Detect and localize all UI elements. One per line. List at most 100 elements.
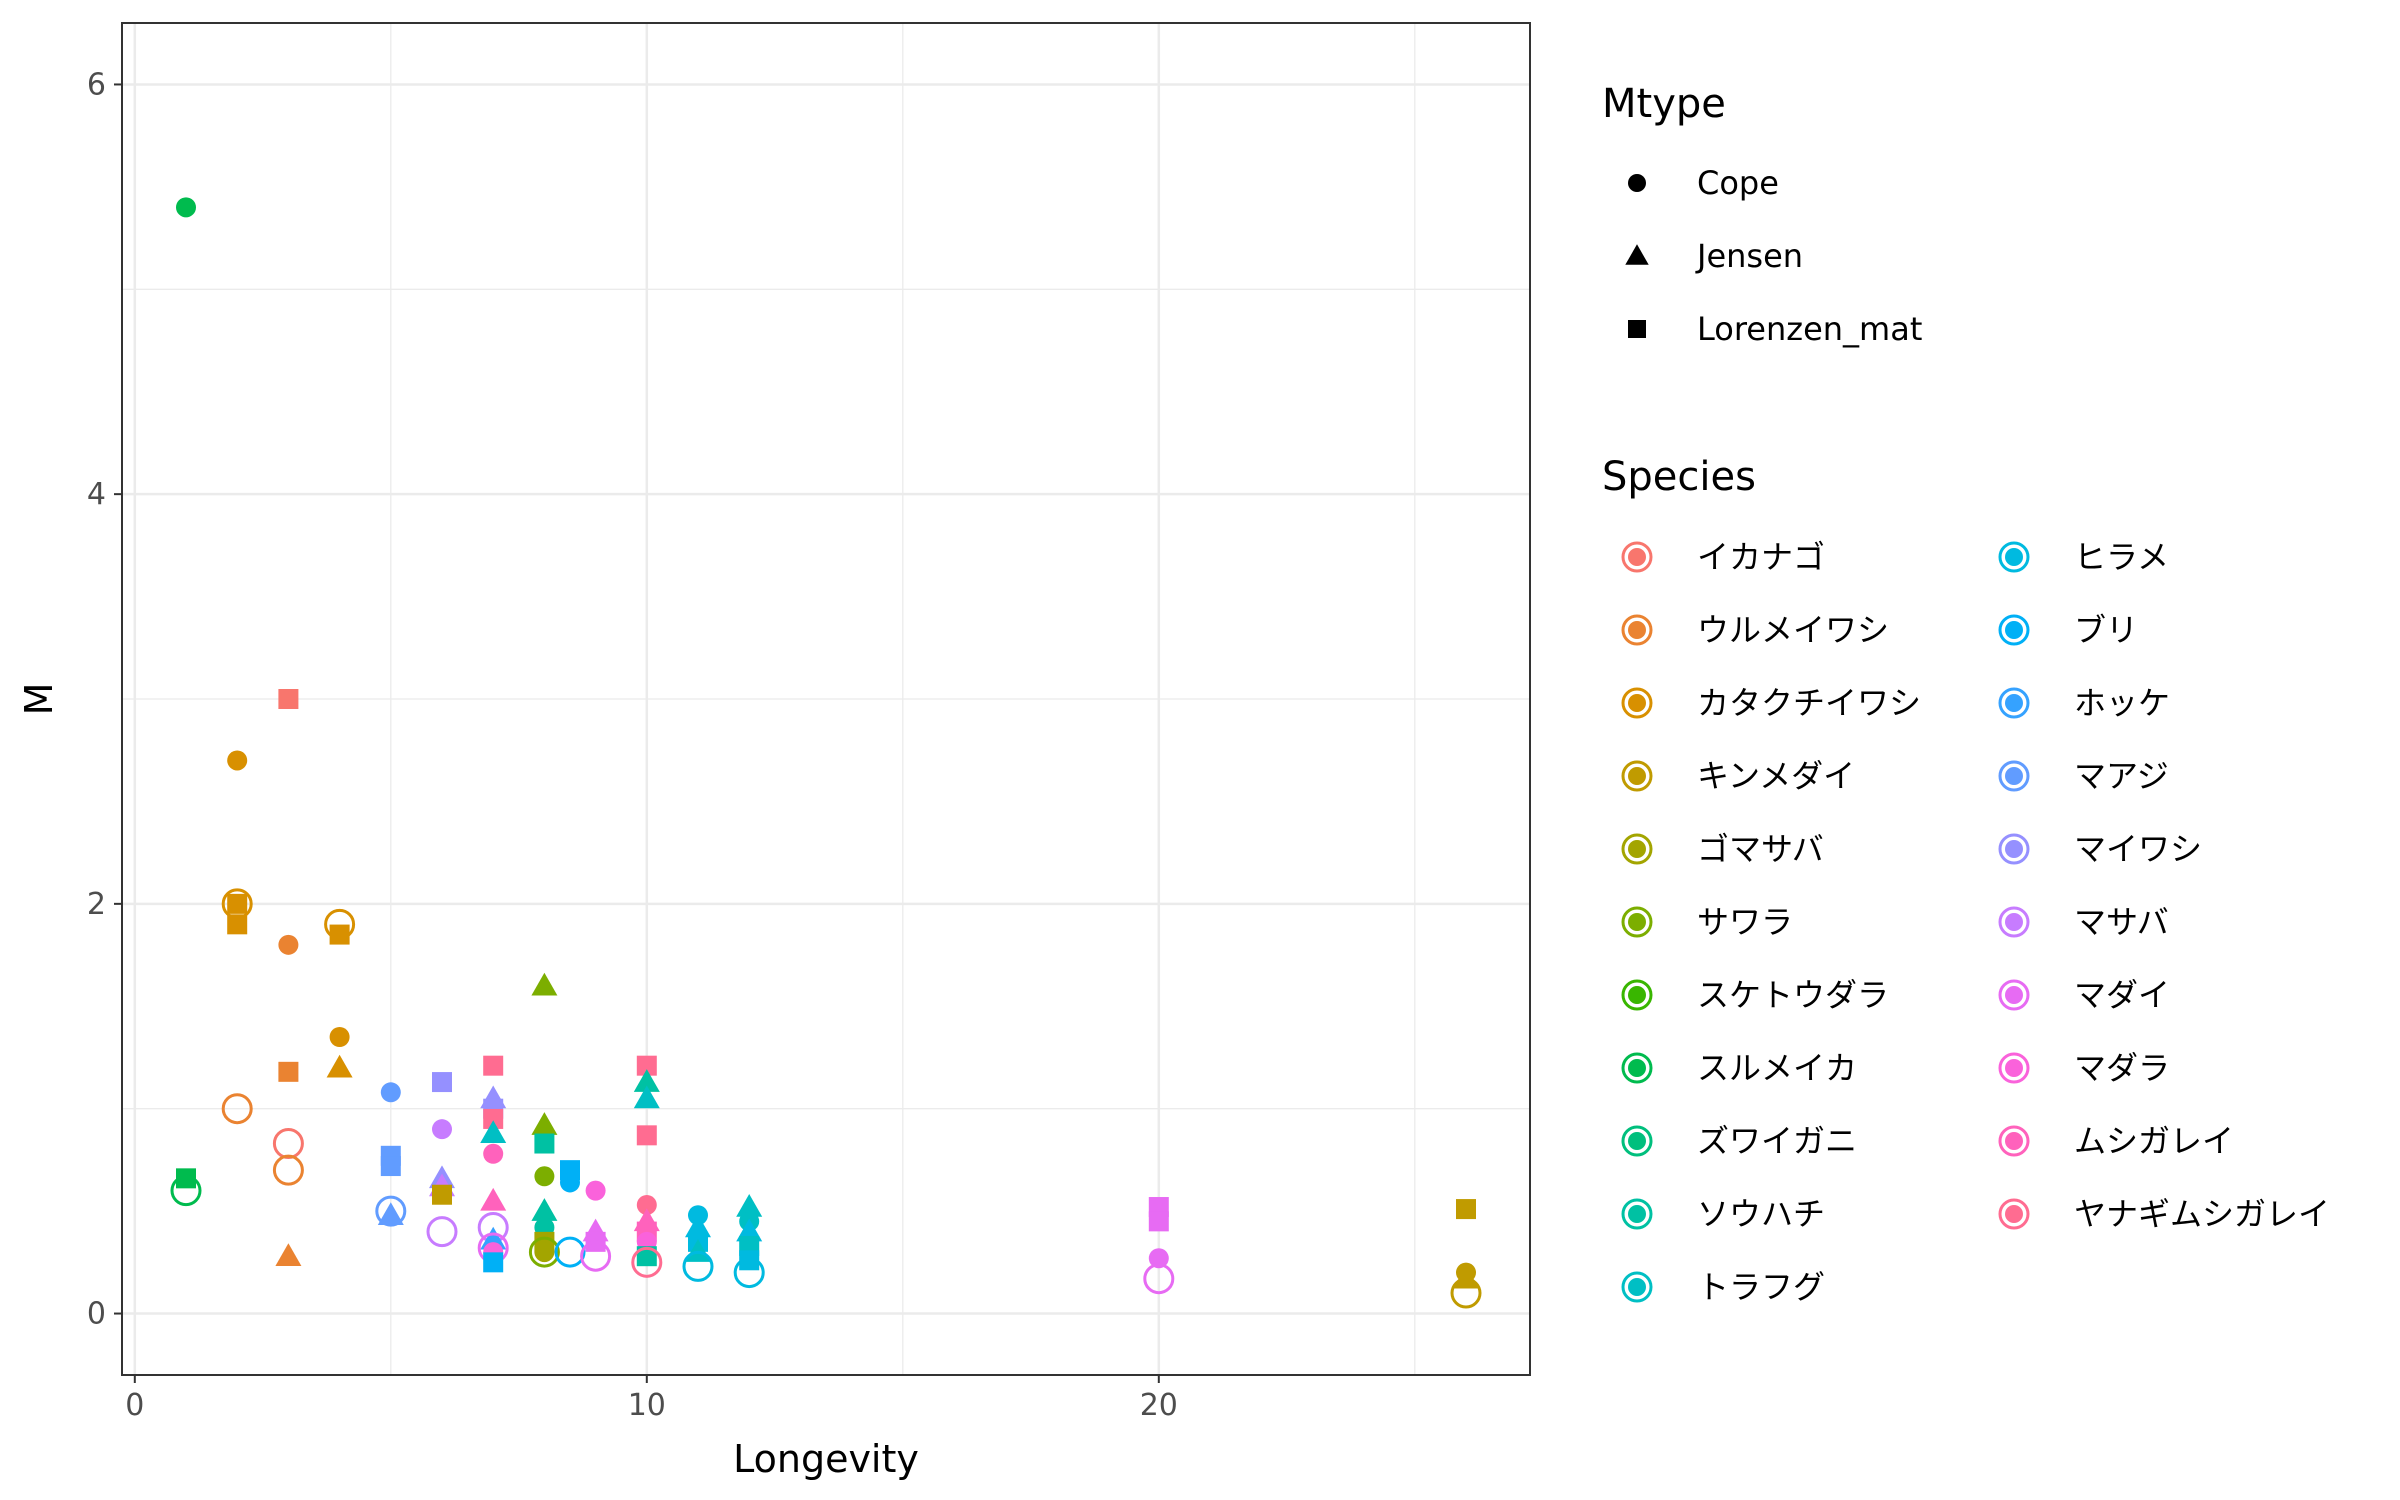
data-point	[1456, 1199, 1476, 1220]
legend-label-species: マダラ	[2074, 1049, 2170, 1087]
x-axis-title: Longevity	[733, 1437, 919, 1481]
legend-key-species-dot	[2005, 1205, 2023, 1223]
legend-key-species	[1998, 979, 2030, 1011]
legend-key-species	[1621, 906, 1653, 938]
data-point	[633, 1085, 660, 1109]
legend-key-species	[1621, 687, 1653, 719]
legend-key-species-dot	[1628, 1205, 1646, 1223]
data-point	[176, 1168, 196, 1189]
legend-key-species	[1998, 687, 2030, 719]
legend-label: Cope	[1697, 164, 1779, 202]
data-point	[432, 1184, 452, 1205]
data-point	[585, 1180, 606, 1201]
data-point	[534, 1166, 555, 1187]
data-point	[733, 1257, 765, 1289]
y-tick-label: 6	[87, 67, 106, 102]
legend-label-species: ホッケ	[2074, 684, 2170, 722]
legend-label-species: カタクチイワシ	[1697, 684, 1921, 722]
legend-key-species	[1998, 1125, 2030, 1157]
data-point	[227, 914, 248, 935]
y-axis-title: M	[17, 683, 61, 716]
data-point	[531, 972, 558, 996]
legend-key-species-dot	[2005, 548, 2023, 566]
legend-key-species	[1998, 1198, 2030, 1230]
data-point	[329, 1027, 350, 1047]
data-point	[480, 1226, 507, 1250]
data-point	[480, 1187, 507, 1211]
legend-key-species-dot	[1628, 621, 1646, 639]
data-point	[326, 1054, 353, 1078]
legend-key-species	[1621, 1271, 1653, 1303]
legend-label-species: ヤナギムシガレイ	[2074, 1195, 2330, 1233]
data-point	[534, 1242, 555, 1263]
legend-key-species-dot	[2005, 621, 2023, 639]
legend-key-species-dot	[1628, 840, 1646, 858]
legend-label-species: ブリ	[2074, 611, 2138, 649]
legend-key-species-dot	[2005, 913, 2023, 931]
data-point	[736, 1194, 763, 1217]
data-point	[560, 1172, 580, 1193]
legend-key-triangle	[1625, 244, 1649, 265]
legend: Mtype Cope Jensen Lorenzen_mat Species イカナ…	[1602, 81, 2330, 1306]
data-point	[227, 893, 248, 914]
legend-key-species	[1621, 541, 1653, 573]
legend-label-species: ヒラメ	[2074, 538, 2169, 576]
data-point	[531, 1198, 558, 1221]
data-point	[275, 1243, 302, 1266]
legend-mtype-items: Cope Jensen Lorenzen_mat	[1625, 164, 1922, 348]
data-point	[528, 1236, 560, 1268]
legend-species-items: イカナゴウルメイワシカタクチイワシキンメダイゴマサバサワラスケトウダラスルメイカ…	[1621, 538, 2330, 1306]
data-point	[633, 1069, 660, 1092]
data-point	[329, 924, 350, 945]
data-point	[272, 1154, 304, 1186]
legend-key-species-dot	[2005, 1132, 2023, 1150]
data-point	[739, 1250, 760, 1271]
data-point	[1453, 1265, 1479, 1289]
data-point	[375, 1195, 407, 1227]
legend-key-species	[1621, 1198, 1653, 1230]
x-tick-label: 20	[1140, 1388, 1178, 1423]
data-point	[636, 1246, 657, 1267]
data-point	[278, 689, 299, 709]
legend-label-species: スケトウダラ	[1697, 976, 1889, 1014]
data-point	[483, 1252, 504, 1273]
data-point	[631, 1246, 663, 1278]
legend-key-species-dot	[2005, 694, 2023, 712]
legend-key-species	[1621, 614, 1653, 646]
legend-label-species: ウルメイワシ	[1697, 611, 1889, 649]
data-point	[685, 1239, 711, 1262]
axis-ticks: 0 10 20 0 2 4 6	[87, 67, 1178, 1423]
legend-key-species-dot	[1628, 548, 1646, 566]
legend-key-circle	[1628, 174, 1646, 192]
data-point	[170, 1175, 202, 1207]
legend-key-species-dot	[2005, 1059, 2023, 1077]
legend-label-species: ズワイガニ	[1697, 1122, 1857, 1160]
legend-key-species	[1998, 541, 2030, 573]
grid-lines	[122, 23, 1530, 1375]
data-point	[636, 1055, 657, 1076]
legend-label-species: サワラ	[1697, 903, 1793, 941]
legend-label-species: マサバ	[2074, 903, 2169, 941]
data-point	[227, 750, 248, 771]
legend-key-species-dot	[2005, 986, 2023, 1004]
legend-key-species	[1998, 833, 2030, 865]
data-point	[221, 1093, 253, 1125]
legend-key-species	[1621, 1125, 1653, 1157]
legend-label-species: スルメイカ	[1697, 1049, 1857, 1087]
data-point	[1450, 1277, 1482, 1309]
data-point	[736, 1218, 763, 1242]
legend-key-species	[1998, 760, 2030, 792]
data-point	[682, 1250, 714, 1282]
legend-key-species-dot	[2005, 767, 2023, 785]
legend-label-species: ゴマサバ	[1697, 830, 1824, 868]
legend-label-species: トラフグ	[1697, 1268, 1825, 1306]
legend-key-square	[1628, 320, 1646, 338]
data-point	[554, 1236, 586, 1268]
legend-key-species-dot	[1628, 1059, 1646, 1077]
data-point	[685, 1214, 711, 1238]
data-point	[176, 197, 196, 218]
legend-key-species	[1621, 979, 1653, 1011]
data-point	[380, 1156, 401, 1177]
data-point	[278, 1061, 299, 1082]
